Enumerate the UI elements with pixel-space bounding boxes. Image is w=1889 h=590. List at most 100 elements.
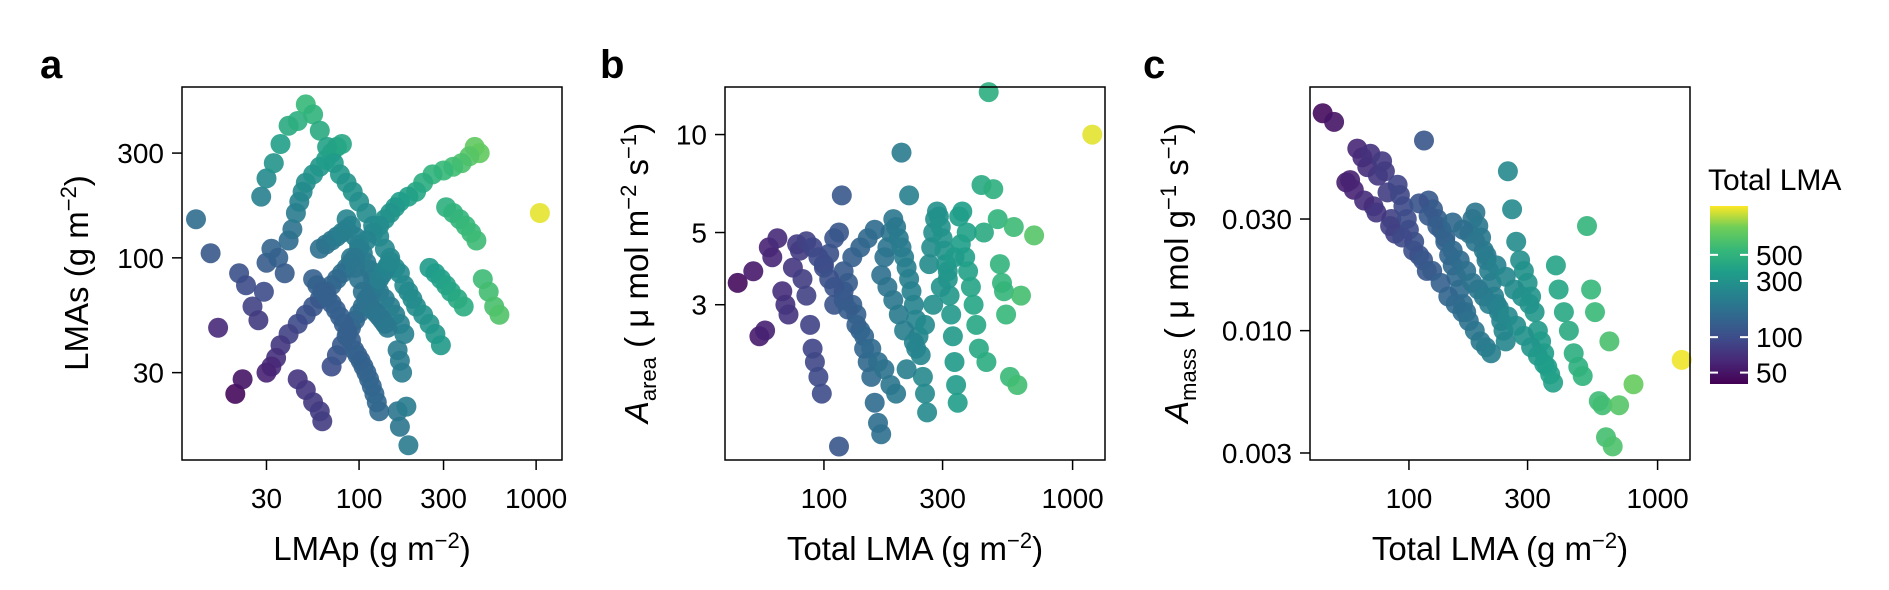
colorbar-tick-label: 300 <box>1756 266 1803 297</box>
data-point <box>1545 255 1566 276</box>
data-point <box>800 314 821 335</box>
data-point <box>369 401 390 422</box>
data-point <box>864 392 885 413</box>
x-tick-label: 1000 <box>1626 483 1688 514</box>
data-point <box>282 219 303 240</box>
data-point <box>1082 124 1103 145</box>
data-point <box>312 411 333 432</box>
data-point <box>917 402 938 423</box>
data-point <box>274 263 295 284</box>
data-point <box>186 209 206 230</box>
data-point <box>251 186 272 207</box>
data-point <box>796 285 817 306</box>
data-point <box>903 294 924 315</box>
data-point <box>389 416 410 437</box>
data-point <box>919 254 940 275</box>
data-point <box>317 136 338 157</box>
y-tick-label: 10 <box>676 120 707 151</box>
colorbar-title: Total LMA <box>1708 164 1841 197</box>
data-point <box>392 362 413 383</box>
data-point <box>762 247 783 268</box>
data-point <box>331 134 352 154</box>
data-point <box>886 383 907 404</box>
data-point <box>978 82 999 103</box>
data-point <box>888 304 909 325</box>
x-tick-label: 1000 <box>1041 483 1103 514</box>
data-point <box>236 275 256 296</box>
panel-letter-a: a <box>40 43 63 87</box>
data-point <box>956 222 977 243</box>
panel-letter-c: c <box>1143 43 1165 87</box>
data-point <box>923 294 944 315</box>
x-tick-label: 300 <box>1504 483 1551 514</box>
data-point <box>489 304 510 325</box>
data-point <box>804 352 825 372</box>
data-point <box>966 314 987 335</box>
panel-c: c 100 300 1000 0.003 0.010 0.030 Total LMA (… <box>1143 43 1692 567</box>
data-point <box>1543 372 1564 393</box>
x-axis-b: 100 300 1000 <box>801 460 1104 514</box>
y-tick-label: 5 <box>691 218 707 249</box>
data-point <box>944 352 965 372</box>
data-point <box>208 317 229 338</box>
data-point <box>941 304 962 325</box>
data-point <box>808 366 829 387</box>
x-tick-label: 1000 <box>505 483 567 514</box>
data-point <box>336 219 357 240</box>
plot-b-frame <box>724 86 1106 461</box>
data-point <box>1534 354 1555 374</box>
data-point <box>743 261 764 282</box>
data-point <box>268 247 289 268</box>
x-axis-title-b: Total LMA (g m−2) <box>787 528 1043 567</box>
data-point <box>792 269 813 289</box>
y-axis-b: 3 5 10 <box>676 120 725 321</box>
data-point <box>960 277 981 297</box>
data-point <box>899 185 920 206</box>
data-point <box>1324 111 1345 132</box>
data-point <box>398 435 419 456</box>
data-point <box>309 120 330 141</box>
data-point <box>767 228 788 249</box>
data-point <box>453 296 474 317</box>
data-point <box>232 369 253 390</box>
data-point <box>891 142 912 163</box>
plot-c-points <box>1312 103 1692 457</box>
data-point <box>1003 217 1024 237</box>
colorbar-tick-label: 50 <box>1756 358 1787 389</box>
data-point <box>987 209 1008 230</box>
data-point <box>930 277 951 297</box>
data-point <box>1481 343 1502 364</box>
data-point <box>303 104 324 125</box>
data-point <box>1024 225 1045 246</box>
colorbar-gradient <box>1710 206 1748 384</box>
data-point <box>952 201 973 222</box>
data-point <box>963 294 984 315</box>
data-point <box>1354 190 1375 211</box>
data-point <box>912 366 933 387</box>
data-point <box>755 320 776 341</box>
plot-c-frame <box>1309 86 1691 461</box>
data-point <box>1465 231 1486 252</box>
data-point <box>958 261 979 282</box>
y-tick-label: 3 <box>691 290 707 321</box>
data-point <box>1553 302 1574 323</box>
data-point <box>989 254 1010 275</box>
data-point <box>942 326 963 347</box>
y-tick-label: 300 <box>117 138 164 169</box>
data-point <box>248 310 269 331</box>
data-point <box>1577 216 1597 236</box>
x-axis-title-a: LMAp (g m−2) <box>273 528 470 567</box>
x-tick-label: 100 <box>336 483 383 514</box>
data-point <box>1519 294 1540 314</box>
data-point <box>1599 331 1620 352</box>
data-point <box>778 304 799 325</box>
data-point <box>466 230 487 251</box>
plot-a-points <box>186 94 550 456</box>
data-point <box>1366 202 1387 223</box>
y-tick-label: 0.030 <box>1222 204 1292 235</box>
y-axis-title-a: LMAs (g m−2) <box>56 175 95 371</box>
data-point <box>906 338 927 359</box>
